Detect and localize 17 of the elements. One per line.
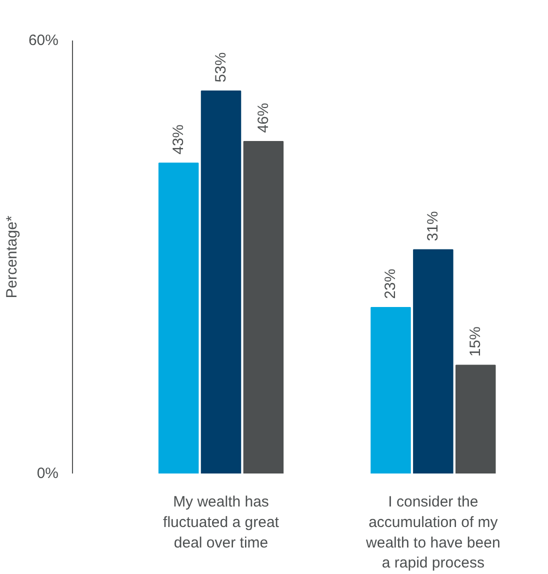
data-label: 53% bbox=[212, 52, 230, 82]
x-tick-label: My wealth has fluctuated a great deal over time bbox=[163, 494, 280, 552]
y-tick-label: 60% bbox=[28, 32, 59, 49]
data-label: 31% bbox=[424, 211, 442, 242]
bar bbox=[243, 141, 284, 474]
y-tick-label: 0% bbox=[36, 465, 59, 482]
data-label: 46% bbox=[254, 102, 272, 133]
x-tick-label: I consider the accumulation of my wealth to have been a rapid process bbox=[365, 494, 500, 572]
data-label: 15% bbox=[467, 326, 484, 357]
bar bbox=[200, 90, 242, 474]
data-label: 23% bbox=[382, 268, 400, 299]
bar bbox=[455, 364, 496, 474]
bar bbox=[370, 307, 411, 474]
data-label: 43% bbox=[170, 124, 188, 155]
bar bbox=[413, 249, 454, 474]
bar bbox=[158, 162, 199, 474]
y-axis-title: Percentage* bbox=[3, 216, 20, 298]
